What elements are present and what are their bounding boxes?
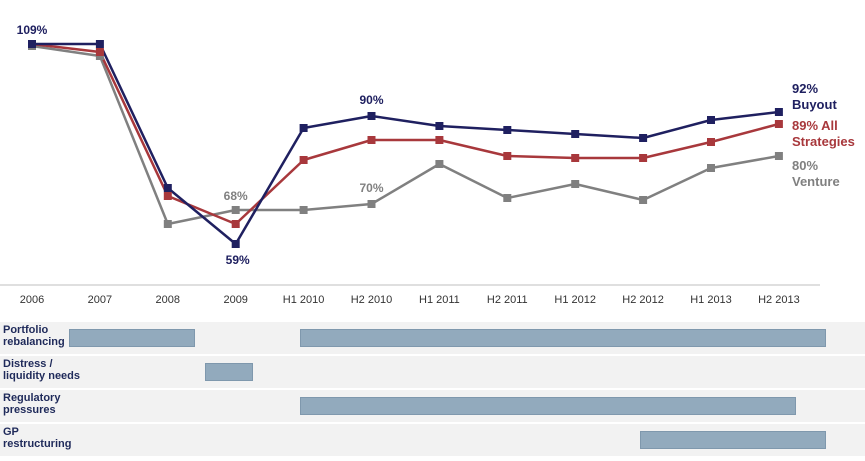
data-point [571,154,580,162]
data-point [435,136,444,144]
data-point [571,180,580,188]
data-point [163,192,172,200]
series-line-venture [31,44,780,226]
data-point [707,138,715,146]
data-point [163,184,172,192]
driver-label: Portfolio rebalancing [3,324,65,348]
driver-row: Regulatory pressures [0,390,865,422]
driver-row: GP restructuring [0,424,865,456]
data-label: 59% [226,253,250,267]
data-point [503,194,512,202]
x-tick-label: H2 2011 [487,294,528,306]
data-point [435,122,444,130]
data-point [231,240,240,248]
data-point [299,156,308,164]
data-label: 90% [359,93,383,107]
data-point [639,134,648,142]
driver-bar [300,329,827,347]
series-line-buyout [32,42,780,246]
data-point [774,108,783,116]
data-point [231,206,240,214]
driver-row: Portfolio rebalancing [0,322,865,354]
series-end-label: 89% All Strategies [792,118,855,149]
x-tick-label: H1 2010 [283,294,325,306]
x-tick-label: 2007 [88,294,112,306]
line-chart: 2006 2007 2008 2009 H1 2010 H2 2010 H1 2011 H2 … [0,23,855,306]
driver-row: Distress / liquidity needs [0,356,865,388]
data-point [299,124,308,132]
series-end-label: 92% Buyout [792,81,837,112]
data-label: 70% [359,181,383,195]
data-point [707,116,715,124]
x-tick-label: H2 2010 [351,294,393,306]
x-tick-label: H2 2013 [758,294,800,306]
data-point [367,112,376,120]
data-point [435,160,444,168]
series-end-label: 80% Venture [792,158,840,189]
data-label: 68% [224,189,248,203]
data-point [571,130,580,138]
data-point [299,206,308,214]
data-point [28,40,36,48]
driver-bar [205,363,253,381]
data-point [163,220,172,228]
data-point [639,196,648,204]
data-label: 109% [17,23,48,37]
x-tick-label: 2008 [156,294,180,306]
driver-bar [300,397,796,415]
data-point [367,200,376,208]
driver-label: GP restructuring [3,426,72,450]
x-tick-label: H1 2012 [554,294,596,306]
x-tick-label: 2006 [20,294,44,306]
data-point [367,136,376,144]
data-point [774,120,783,128]
driver-label: Distress / liquidity needs [3,358,81,382]
x-tick-label: H1 2013 [690,294,732,306]
driver-bar [639,431,827,449]
data-point [707,164,715,172]
x-tick-label: H2 2012 [622,294,664,306]
driver-bar [69,329,195,347]
x-tick-label: H1 2011 [419,294,460,306]
data-point [95,48,104,56]
data-point [503,126,512,134]
x-tick-label: 2009 [223,294,247,306]
data-point [774,152,783,160]
data-point [95,40,104,48]
data-point [639,154,648,162]
driver-label: Regulatory pressures [3,392,61,416]
series-line-all-strategies [31,42,780,226]
data-point [231,220,240,228]
data-point [503,152,512,160]
